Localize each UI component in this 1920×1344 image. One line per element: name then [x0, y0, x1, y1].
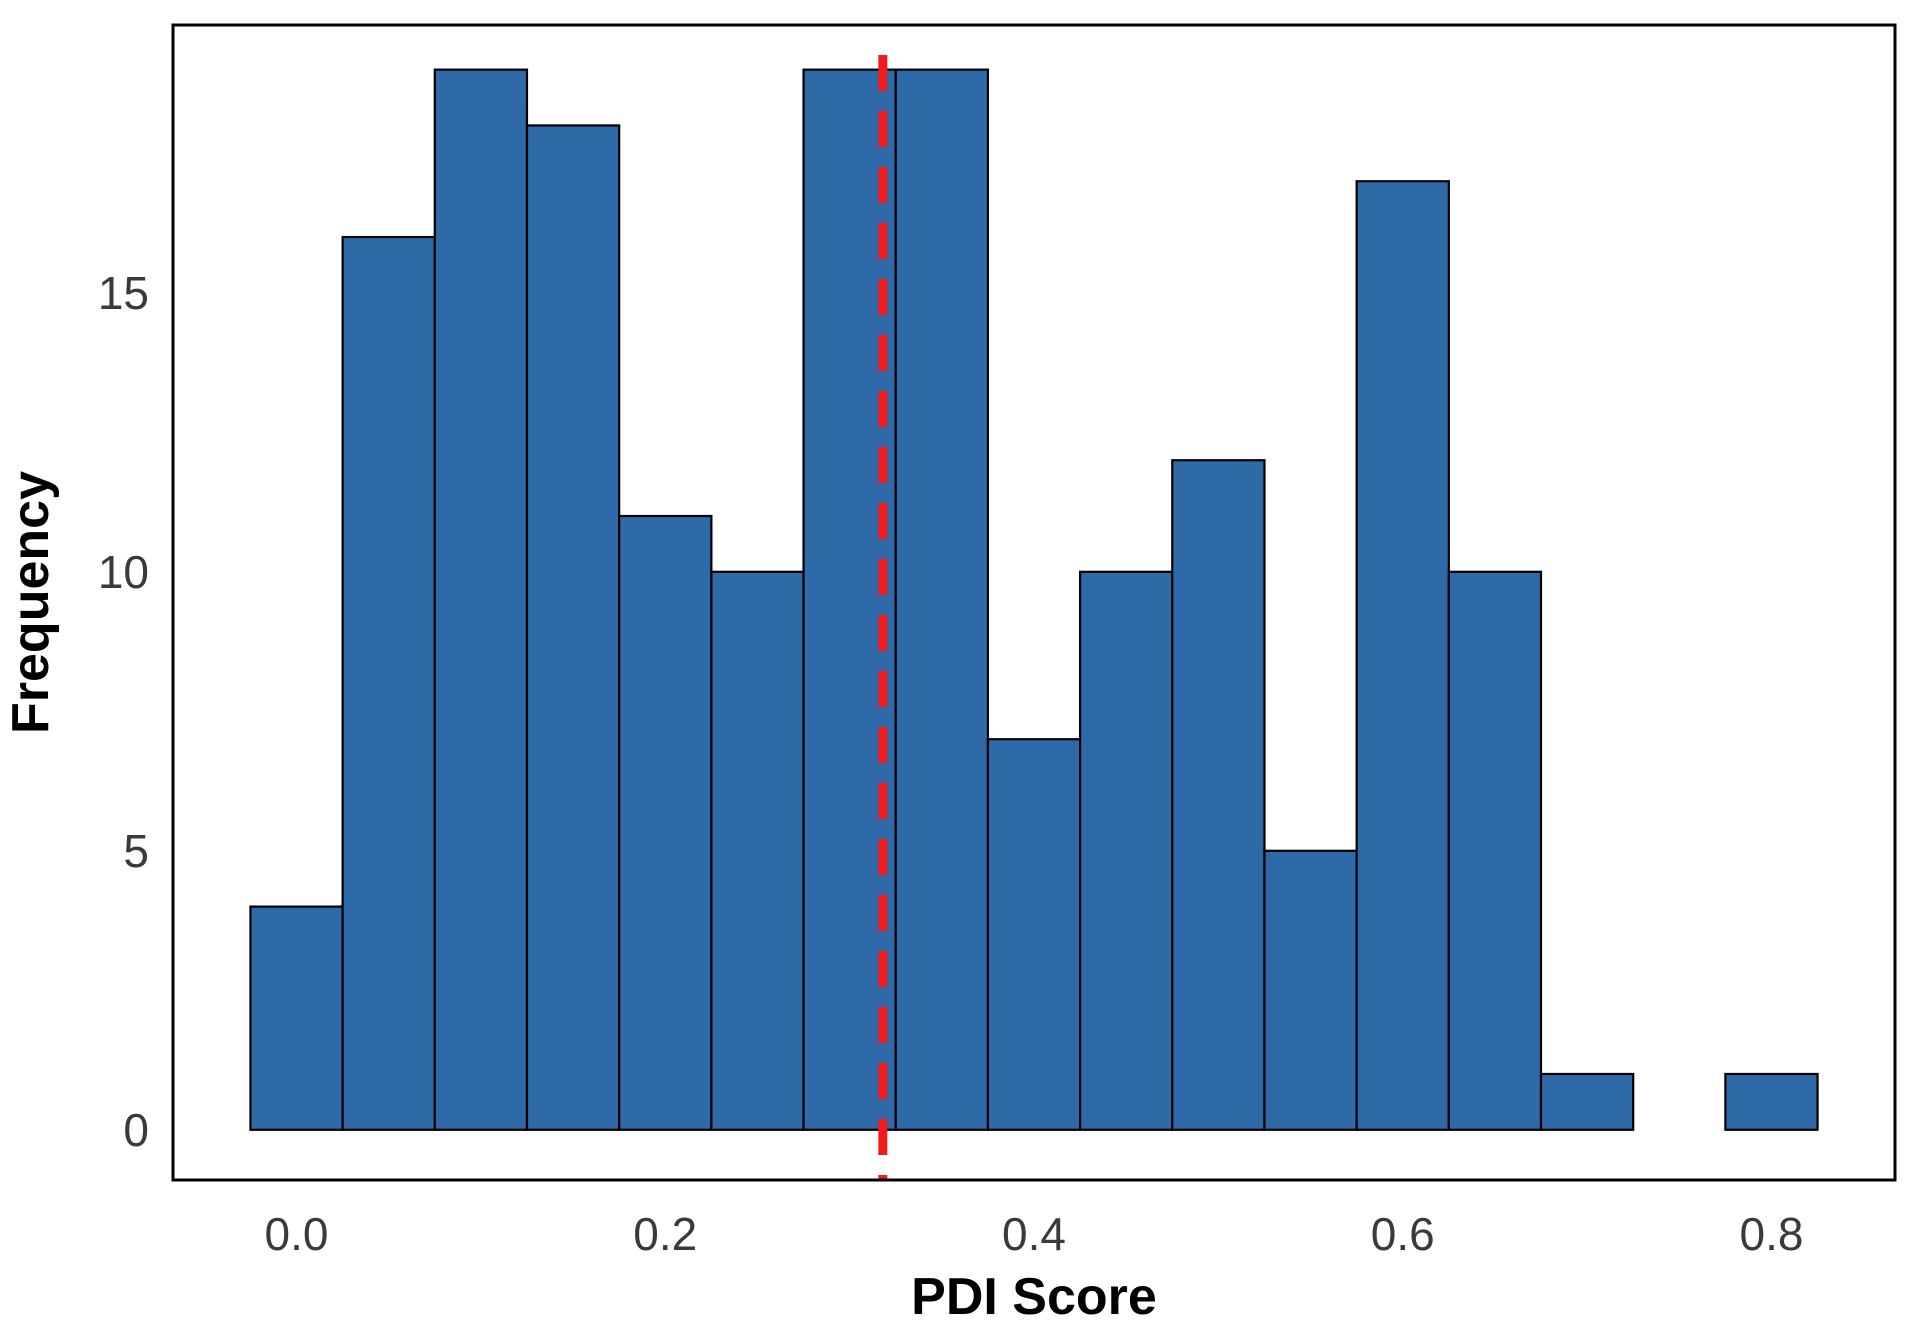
- histogram-bar: [986, 738, 1082, 1131]
- x-tick-label: 0.4: [1002, 1208, 1066, 1260]
- x-tick-label: 0.6: [1371, 1208, 1435, 1260]
- y-tick-label: 15: [98, 267, 149, 319]
- y-tick-label: 10: [98, 546, 149, 598]
- histogram-bar: [433, 68, 529, 1131]
- histogram-bar: [894, 68, 990, 1131]
- x-tick-label: 0.0: [265, 1208, 329, 1260]
- x-tick-label: 0.2: [633, 1208, 697, 1260]
- histogram-bar: [1171, 459, 1266, 1131]
- histogram-bar: [1447, 570, 1543, 1131]
- histogram-bar: [1539, 1072, 1635, 1131]
- histogram-bar: [1263, 849, 1358, 1131]
- plot-frame: [171, 23, 1897, 1182]
- x-tick-labels: 0.0 0.2 0.4 0.6 0.8: [265, 1208, 1804, 1260]
- histogram-bar: [341, 235, 436, 1131]
- histogram-bar: [249, 905, 344, 1131]
- histogram-bar: [1355, 180, 1450, 1131]
- y-tick-label: 0: [123, 1104, 149, 1156]
- histogram-bar: [1078, 570, 1174, 1131]
- y-tick-labels: 0 5 10 15: [98, 267, 149, 1156]
- bars-layer: [249, 68, 1819, 1131]
- histogram-bar: [618, 514, 713, 1131]
- histogram-bar: [525, 124, 621, 1131]
- histogram-bar: [1724, 1072, 1819, 1131]
- histogram-bar: [710, 570, 805, 1131]
- x-tick-label: 0.8: [1739, 1208, 1803, 1260]
- x-axis-title: PDI Score: [911, 1268, 1157, 1326]
- y-tick-label: 5: [123, 825, 149, 877]
- y-axis-title: Frequency: [2, 471, 60, 734]
